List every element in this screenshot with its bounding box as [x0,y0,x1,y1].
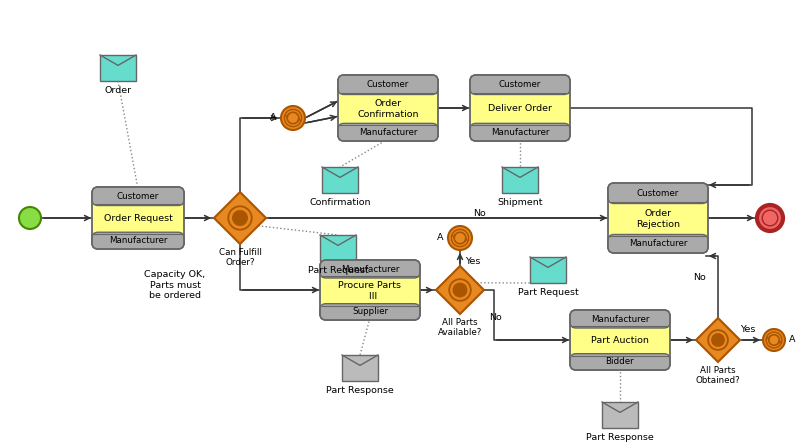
Text: Manufacturer: Manufacturer [358,128,418,136]
FancyBboxPatch shape [570,310,670,328]
Bar [530,257,566,283]
Bar [322,306,418,312]
Text: Part Response: Part Response [586,433,654,442]
Bar [340,85,436,92]
FancyBboxPatch shape [320,304,420,320]
Circle shape [281,106,305,130]
Polygon shape [696,318,740,362]
Bar [100,55,136,81]
Bar [322,167,358,193]
Text: Manufacturer: Manufacturer [590,314,650,323]
FancyBboxPatch shape [338,75,438,95]
Text: Part Auction: Part Auction [591,336,649,345]
Text: Order
Rejection: Order Rejection [636,209,680,229]
Text: Can Fulfill
Order?: Can Fulfill Order? [218,248,262,268]
Text: Part Request: Part Request [518,288,578,297]
Text: Part Request: Part Request [308,266,368,275]
Text: Procure Parts
  III: Procure Parts III [338,281,402,301]
FancyBboxPatch shape [92,187,184,206]
Polygon shape [436,266,484,314]
Bar [502,167,538,193]
Text: Yes: Yes [466,257,481,267]
Bar [472,85,568,92]
Circle shape [233,211,247,225]
Text: Bidder: Bidder [606,357,634,366]
Text: Customer: Customer [367,80,409,89]
Text: No: No [474,210,486,219]
FancyBboxPatch shape [570,354,670,370]
FancyBboxPatch shape [470,75,570,141]
Text: No: No [694,273,706,282]
Text: Customer: Customer [117,192,159,201]
Text: Order
Confirmation: Order Confirmation [358,99,418,119]
FancyBboxPatch shape [92,232,184,249]
Bar [572,355,668,362]
Text: Manufacturer: Manufacturer [341,264,399,273]
FancyBboxPatch shape [320,260,420,320]
Text: A: A [270,113,276,123]
FancyBboxPatch shape [470,75,570,95]
FancyBboxPatch shape [608,183,708,253]
Circle shape [448,226,472,250]
FancyBboxPatch shape [608,183,708,203]
Text: A: A [437,234,443,243]
Bar [572,319,668,326]
Bar [472,125,568,132]
FancyBboxPatch shape [608,235,708,253]
Bar [322,269,418,276]
Text: No: No [490,314,502,322]
Bar [610,236,706,244]
Text: Manufacturer: Manufacturer [109,236,167,245]
Text: Part Response: Part Response [326,386,394,395]
FancyBboxPatch shape [338,75,438,141]
Bar [610,193,706,202]
Text: All Parts
Available?: All Parts Available? [438,318,482,338]
Circle shape [763,329,785,351]
Bar [602,402,638,428]
Bar [342,355,378,381]
Bar [94,196,182,203]
Text: Manufacturer: Manufacturer [490,128,550,136]
Text: Order Request: Order Request [103,215,173,223]
Text: A: A [789,335,795,344]
Circle shape [454,283,466,297]
Circle shape [712,334,724,346]
FancyBboxPatch shape [338,124,438,141]
Circle shape [19,207,41,229]
Text: Customer: Customer [499,80,541,89]
Circle shape [762,210,778,226]
Text: Deliver Order: Deliver Order [488,104,552,113]
Bar [340,125,436,132]
Text: Shipment: Shipment [498,198,542,207]
Text: Order: Order [105,86,131,95]
Text: Capacity OK,
Parts must
be ordered: Capacity OK, Parts must be ordered [145,270,206,300]
Text: Manufacturer: Manufacturer [629,239,687,248]
Text: Customer: Customer [637,189,679,198]
FancyBboxPatch shape [470,124,570,141]
FancyBboxPatch shape [320,260,420,278]
Text: Confirmation: Confirmation [310,198,370,207]
Text: All Parts
Obtained?: All Parts Obtained? [696,366,740,385]
Bar [320,235,356,261]
Polygon shape [214,192,266,244]
Text: Supplier: Supplier [352,307,388,316]
FancyBboxPatch shape [92,187,184,249]
Circle shape [757,205,783,231]
Text: Yes: Yes [740,326,756,334]
Bar [94,234,182,241]
FancyBboxPatch shape [570,310,670,370]
